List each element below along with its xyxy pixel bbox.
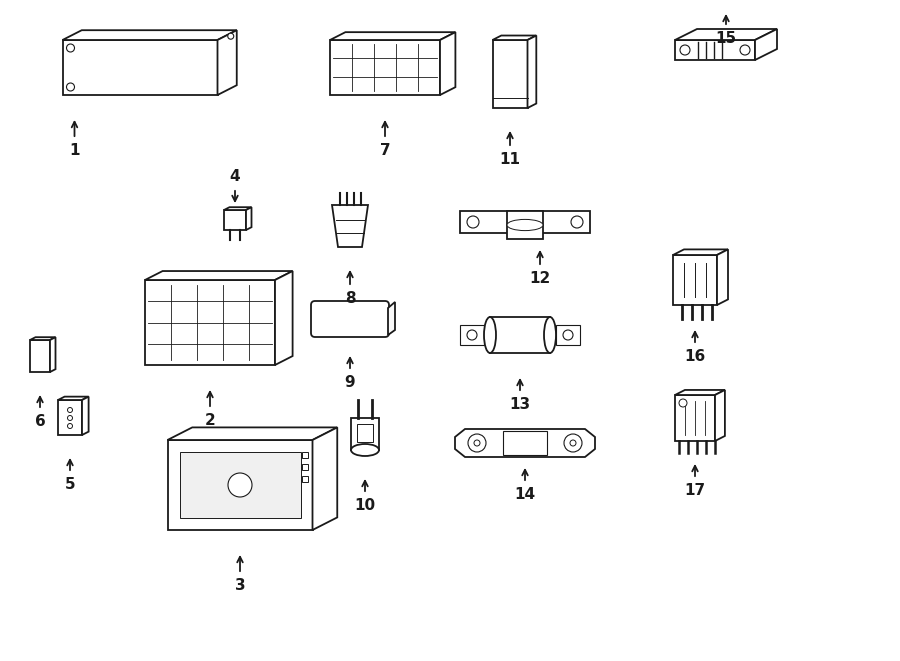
Polygon shape [675,29,777,40]
Text: 16: 16 [684,349,706,364]
Text: 17: 17 [684,483,706,498]
Polygon shape [145,271,292,280]
Bar [503,431,547,455]
Circle shape [67,44,75,52]
Bar [302,452,308,458]
Circle shape [68,416,73,420]
Polygon shape [673,249,728,255]
Circle shape [680,45,690,55]
Circle shape [67,83,75,91]
Polygon shape [388,302,395,335]
Polygon shape [275,271,292,365]
Circle shape [468,434,486,452]
Polygon shape [755,29,777,60]
Polygon shape [246,207,251,230]
Circle shape [564,434,582,452]
Bar [490,317,550,353]
Text: 2: 2 [204,413,215,428]
Polygon shape [145,280,275,365]
Polygon shape [330,32,455,40]
Text: 11: 11 [500,152,520,167]
Circle shape [228,33,234,39]
Bar [357,424,373,442]
Text: 13: 13 [509,397,531,412]
Circle shape [571,216,583,228]
Text: 7: 7 [380,143,391,158]
Polygon shape [62,30,237,40]
Circle shape [474,440,480,446]
Bar [556,325,580,345]
Circle shape [740,45,750,55]
Circle shape [570,440,576,446]
FancyBboxPatch shape [311,301,389,337]
Bar [179,452,301,518]
Polygon shape [330,40,440,95]
Polygon shape [492,40,527,108]
Text: 8: 8 [345,291,356,306]
Polygon shape [492,36,536,40]
Polygon shape [30,337,56,340]
Text: 15: 15 [716,31,736,46]
Circle shape [679,399,687,407]
Circle shape [68,407,73,412]
Bar [460,211,590,233]
Polygon shape [332,205,368,247]
Text: 10: 10 [355,498,375,513]
Text: 6: 6 [34,414,45,429]
Circle shape [467,330,477,340]
Polygon shape [312,428,338,530]
Polygon shape [218,30,237,95]
Circle shape [467,216,479,228]
Text: 4: 4 [230,169,240,184]
Polygon shape [527,36,536,108]
Text: 5: 5 [65,477,76,492]
Ellipse shape [484,317,496,353]
Ellipse shape [507,219,543,231]
Polygon shape [167,428,338,440]
Text: 14: 14 [515,487,536,502]
Text: 1: 1 [69,143,80,158]
Ellipse shape [351,444,379,456]
Text: 9: 9 [345,375,356,390]
Polygon shape [82,397,88,435]
Circle shape [563,330,573,340]
Polygon shape [675,390,724,395]
Polygon shape [62,40,218,95]
Circle shape [68,424,73,428]
Polygon shape [167,440,312,530]
Polygon shape [351,418,379,450]
Polygon shape [715,390,724,441]
Bar [302,476,308,482]
Polygon shape [675,40,755,60]
Polygon shape [673,255,717,305]
Polygon shape [50,337,56,372]
Text: 3: 3 [235,578,246,593]
Polygon shape [224,207,251,210]
Ellipse shape [544,317,556,353]
Polygon shape [30,340,50,372]
Circle shape [228,473,252,497]
Text: 12: 12 [529,271,551,286]
Bar [302,464,308,470]
Polygon shape [58,400,82,435]
Polygon shape [58,397,88,400]
Polygon shape [507,211,543,239]
Polygon shape [440,32,455,95]
Polygon shape [675,395,715,441]
Polygon shape [224,210,246,230]
Polygon shape [717,249,728,305]
Bar [460,325,484,345]
Polygon shape [455,429,595,457]
